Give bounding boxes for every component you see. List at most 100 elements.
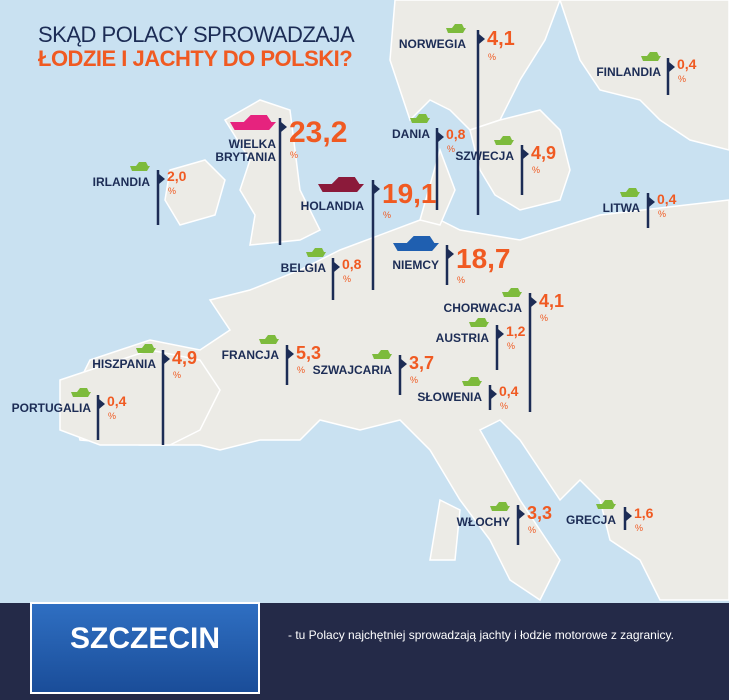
country-name: SŁOWENIA (417, 390, 482, 404)
country-name: CHORWACJA (443, 301, 522, 315)
pin-arrow (99, 399, 105, 409)
pin-arrow (448, 249, 454, 259)
pin-arrow (479, 34, 485, 44)
boat-icon (318, 177, 364, 192)
country-name: NIEMCY (392, 258, 439, 272)
percent-unit: % (108, 411, 117, 421)
pin-arrow (164, 354, 170, 364)
pin-arrow (401, 359, 407, 369)
country-value: 0,4 (677, 56, 697, 72)
percent-unit: % (447, 144, 456, 154)
pin-arrow (491, 389, 497, 399)
percent-unit: % (173, 370, 182, 380)
country-value: 1,6 (634, 505, 654, 521)
boat-icon (136, 344, 156, 353)
title-line2: ŁODZIE I JACHTY DO POLSKI? (38, 46, 353, 71)
percent-unit: % (500, 401, 509, 411)
country-value: 0,8 (342, 256, 362, 272)
country-value: 4,9 (531, 143, 557, 163)
boat-icon (462, 377, 482, 386)
country-name: IRLANDIA (92, 175, 150, 189)
pin-arrow (438, 132, 444, 142)
country-name: FINLANDIA (596, 65, 661, 79)
country-value: 3,3 (527, 503, 553, 523)
country-value: 0,4 (107, 393, 127, 409)
country-value: 4,9 (172, 348, 198, 368)
percent-unit: % (290, 150, 299, 160)
country-name: SZWAJCARIA (312, 363, 392, 377)
boat-icon (130, 162, 150, 171)
country-name: NORWEGIA (398, 37, 466, 51)
country-name: AUSTRIA (435, 331, 489, 345)
percent-unit: % (635, 523, 644, 533)
pin-arrow (626, 511, 632, 521)
boat-icon (641, 52, 661, 61)
boat-icon (446, 24, 466, 33)
country-value: 19,1 (382, 178, 437, 209)
country-name: LITWA (602, 201, 640, 215)
pin-arrow (288, 349, 294, 359)
pin-arrow (159, 174, 165, 184)
country-value: 1,2 (506, 323, 526, 339)
footer-text: - tu Polacy najchętniej sprowadzają jach… (288, 628, 674, 642)
country-name: PORTUGALIA (11, 401, 91, 415)
percent-unit: % (488, 52, 497, 62)
percent-unit: % (678, 74, 687, 84)
boat-icon (469, 318, 489, 327)
country-value: 3,7 (409, 353, 435, 373)
country-value: 5,3 (296, 343, 322, 363)
percent-unit: % (540, 313, 549, 323)
boat-icon (494, 136, 514, 145)
country-name: BELGIA (280, 261, 326, 275)
country-value: 0,8 (446, 126, 466, 142)
boat-icon (490, 502, 510, 511)
country-value: 0,4 (657, 191, 677, 207)
boat-icon (393, 236, 439, 251)
pin-arrow (334, 262, 340, 272)
percent-unit: % (532, 165, 541, 175)
percent-unit: % (343, 274, 352, 284)
boat-icon (502, 288, 522, 297)
pin-arrow (669, 62, 675, 72)
percent-unit: % (383, 210, 392, 220)
country-name: GRECJA (565, 513, 616, 527)
boat-icon (620, 188, 640, 197)
pin-arrow (531, 297, 537, 307)
percent-unit: % (528, 525, 537, 535)
pin-arrow (519, 509, 525, 519)
country-name: HOLANDIA (300, 199, 364, 213)
percent-unit: % (658, 209, 667, 219)
country-value: 4,1 (487, 28, 515, 50)
country-value: 0,4 (499, 383, 519, 399)
title-line1: SKĄD POLACY SPROWADZAJA (38, 22, 355, 47)
country-name: DANIA (392, 127, 430, 141)
country-value: 4,1 (539, 291, 565, 311)
boat-icon (372, 350, 392, 359)
pin-arrow (281, 122, 287, 132)
pin-arrow (523, 149, 529, 159)
country-name: WIELKA BRYTANIA (215, 137, 276, 164)
boat-icon (259, 335, 279, 344)
boat-icon (230, 115, 276, 130)
country-value: 23,2 (289, 116, 348, 149)
pin-arrow (374, 184, 380, 194)
country-name: HISZPANIA (92, 357, 156, 371)
country-value: 2,0 (167, 168, 187, 184)
percent-unit: % (297, 365, 306, 375)
percent-unit: % (507, 341, 516, 351)
boat-icon (306, 248, 326, 257)
boat-icon (410, 114, 430, 123)
boat-icon (596, 500, 616, 509)
footer-badge: SZCZECIN (30, 602, 260, 694)
country-name: WŁOCHY (456, 515, 510, 529)
percent-unit: % (168, 186, 177, 196)
pin-arrow (649, 197, 655, 207)
country-name: FRANCJA (221, 348, 279, 362)
percent-unit: % (457, 275, 466, 285)
country-value: 18,7 (456, 243, 511, 274)
boat-icon (71, 388, 91, 397)
country-name: SZWECJA (455, 149, 514, 163)
percent-unit: % (410, 375, 419, 385)
